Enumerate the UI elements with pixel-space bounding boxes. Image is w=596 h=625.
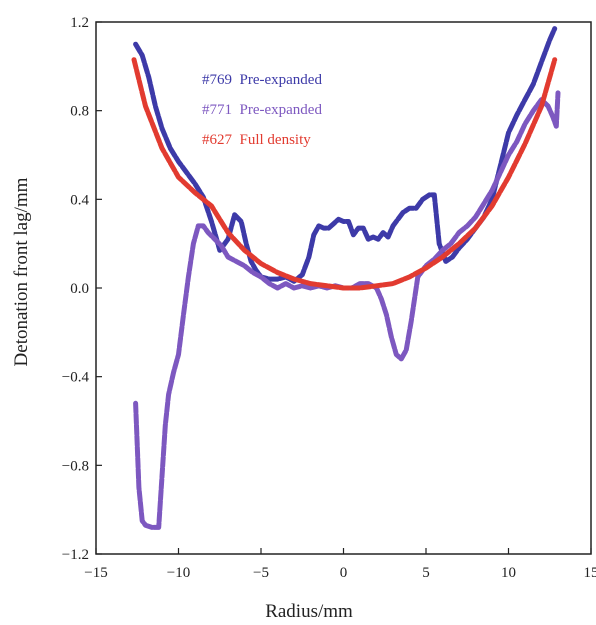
y-tick-label: 0.8	[70, 104, 89, 120]
x-tick-label: 0	[340, 565, 348, 581]
series-layer	[131, 26, 561, 530]
legend-entry: #769 Pre-expanded	[202, 72, 322, 88]
x-tick-label: −5	[253, 565, 269, 581]
x-tick-label: 10	[501, 565, 516, 581]
series-769-line	[133, 26, 558, 284]
x-tick-label: −15	[84, 565, 107, 581]
y-tick-label: −0.8	[62, 458, 89, 474]
y-tick-label: −0.4	[62, 370, 90, 386]
y-axis-title: Detonation front lag/mm	[11, 177, 32, 366]
legend-entry: #771 Pre-expanded	[202, 102, 322, 118]
y-tick-label: 1.2	[70, 15, 89, 31]
series-627-line	[131, 57, 558, 291]
legend-entry: #627 Full density	[202, 132, 311, 148]
legend: #769 Pre-expanded #771 Pre-expanded #627 F…	[202, 72, 322, 148]
y-tick-label: 0.0	[70, 281, 89, 297]
y-tick-label: 0.4	[70, 192, 89, 208]
y-tick-label: −1.2	[62, 547, 89, 563]
x-tick-label: 15	[584, 565, 596, 581]
x-tick-label: −10	[167, 565, 190, 581]
x-axis-title: Radius/mm	[265, 601, 353, 622]
x-tick-label: 5	[422, 565, 430, 581]
series-771-line	[133, 90, 561, 530]
ticks-layer: −15 −10 −5 0 5 10 15 −1.2 −0.8 −0.4 0.0 0.4 0.8 1.2	[62, 15, 596, 581]
